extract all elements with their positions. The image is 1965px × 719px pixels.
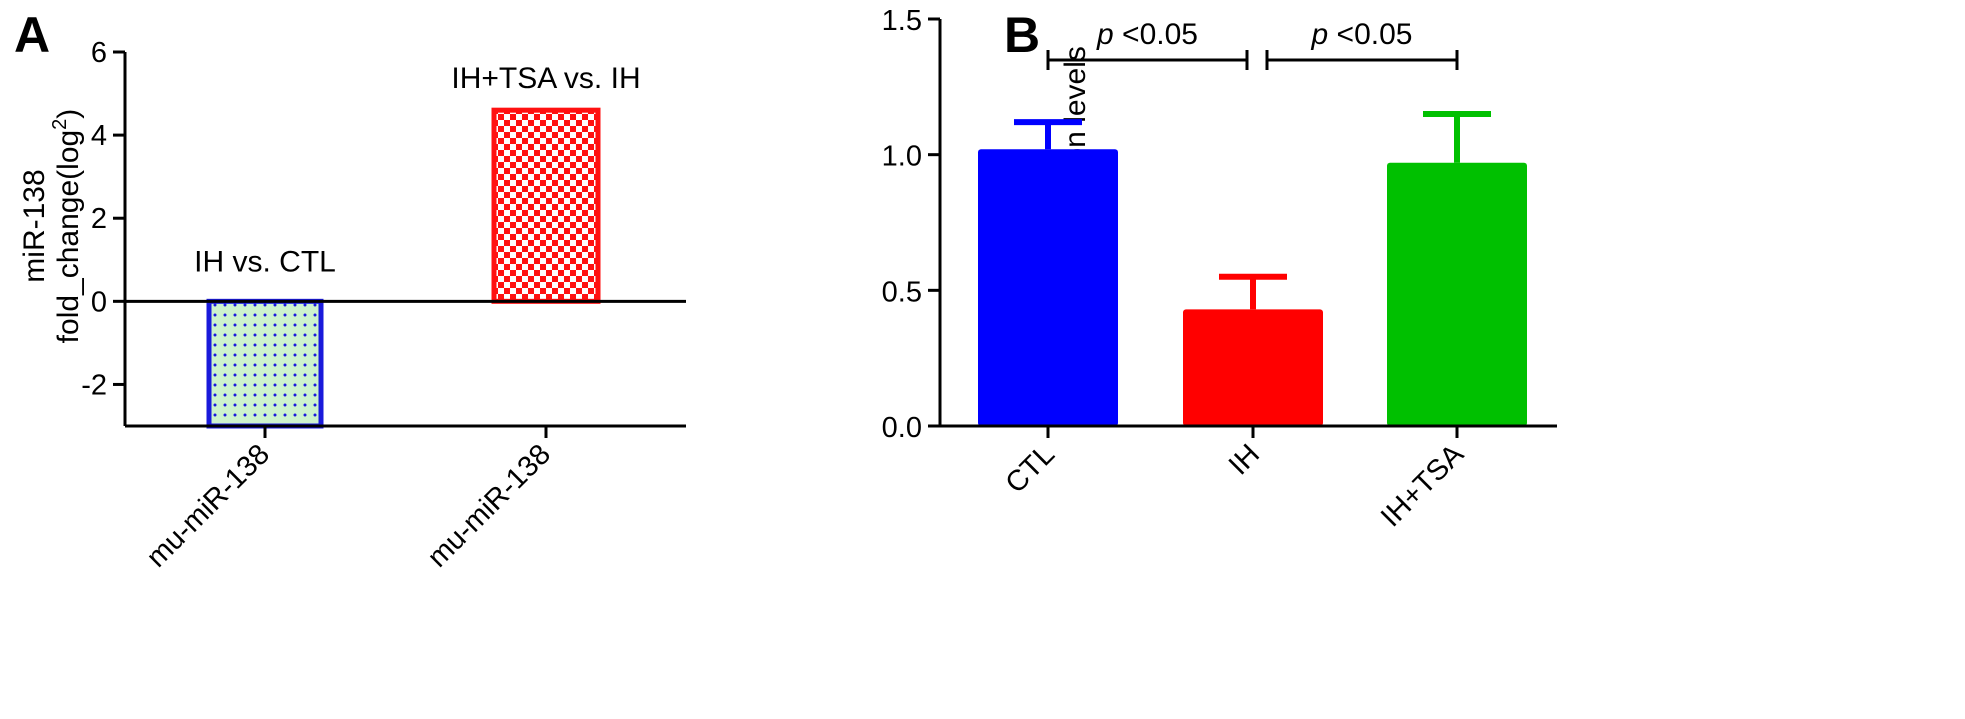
panel-b-sig-p-value: <0.05 (1328, 18, 1412, 51)
panel-b-label: B (1004, 7, 1040, 63)
panel-b-y-tick-label: 0.0 (882, 412, 922, 444)
panel-b-y-tick-label: 1.5 (882, 5, 922, 37)
panel-a-y-tick-label: 6 (91, 37, 107, 69)
panel-a-y-tick-label: 4 (91, 120, 107, 152)
panel-a-x-labels: mu-miR-138 mu-miR-138 (141, 438, 557, 573)
panel-b-x-labels: CTL IH IH+TSA (1000, 438, 1471, 533)
panel-b-sig-label: p <0.05 (1311, 18, 1413, 51)
panel-b-bars (978, 149, 1527, 427)
panel-a-label: A (14, 7, 50, 63)
panel-a-bar-annotation: IH vs. CTL (194, 245, 336, 278)
panel-b-x-tick-label: IH (1223, 438, 1266, 481)
panel-b-y-tick-label: 0.5 (882, 276, 922, 308)
panel-b-x-tick-label: IH+TSA (1375, 438, 1470, 533)
panel-a-y-ticks: 6 4 2 0 -2 (81, 37, 125, 401)
panel-b-y-tick-label: 1.0 (882, 141, 922, 173)
panel-a-ylabel-line2: fold_change(log2) (49, 109, 85, 344)
panel-b: B miR-138 expression levels 1.51.00.50.0… (882, 5, 1557, 533)
panel-a-bar-ihtsa-vs-ih (491, 107, 601, 304)
panel-b-x-tick-label: CTL (1000, 438, 1061, 499)
panel-a-axes (123, 52, 686, 438)
panel-a-ylabel-line1: miR-138 (18, 169, 51, 282)
panel-a-x-tick-label: mu-miR-138 (141, 438, 276, 573)
panel-b-axes (938, 19, 1557, 438)
panel-b-bar-ih-tsa (1387, 162, 1527, 426)
panel-b-error-bars (1014, 110, 1491, 310)
panel-a: A miR-138 fold_change(log2) 6 4 2 0 -2 IH vs… (14, 7, 686, 574)
panel-a-y-tick-label: 0 (91, 286, 107, 318)
panel-a-bar-annotation: IH+TSA vs. IH (451, 62, 640, 95)
panel-a-annotations: IH vs. CTL IH+TSA vs. IH (194, 62, 640, 278)
panel-b-significance: p <0.05 p <0.05 (1046, 18, 1459, 70)
panel-a-x-tick-label: mu-miR-138 (422, 438, 557, 573)
panel-b-y-ticks: 1.5 1.0 0.5 0.0 (882, 5, 940, 444)
panel-b-sig-p-symbol: p (1096, 18, 1114, 51)
panel-b-sig-p-symbol: p (1311, 18, 1329, 51)
panel-b-bar-ctl (978, 149, 1118, 427)
panel-a-bar-ih-vs-ctl (206, 298, 324, 429)
panel-b-bar-ih (1183, 309, 1323, 426)
panel-a-y-tick-label: -2 (81, 369, 107, 401)
panel-b-sig-p-value: <0.05 (1114, 18, 1198, 51)
panel-b-sig-label: p <0.05 (1096, 18, 1198, 51)
panel-a-y-tick-label: 2 (91, 203, 107, 235)
